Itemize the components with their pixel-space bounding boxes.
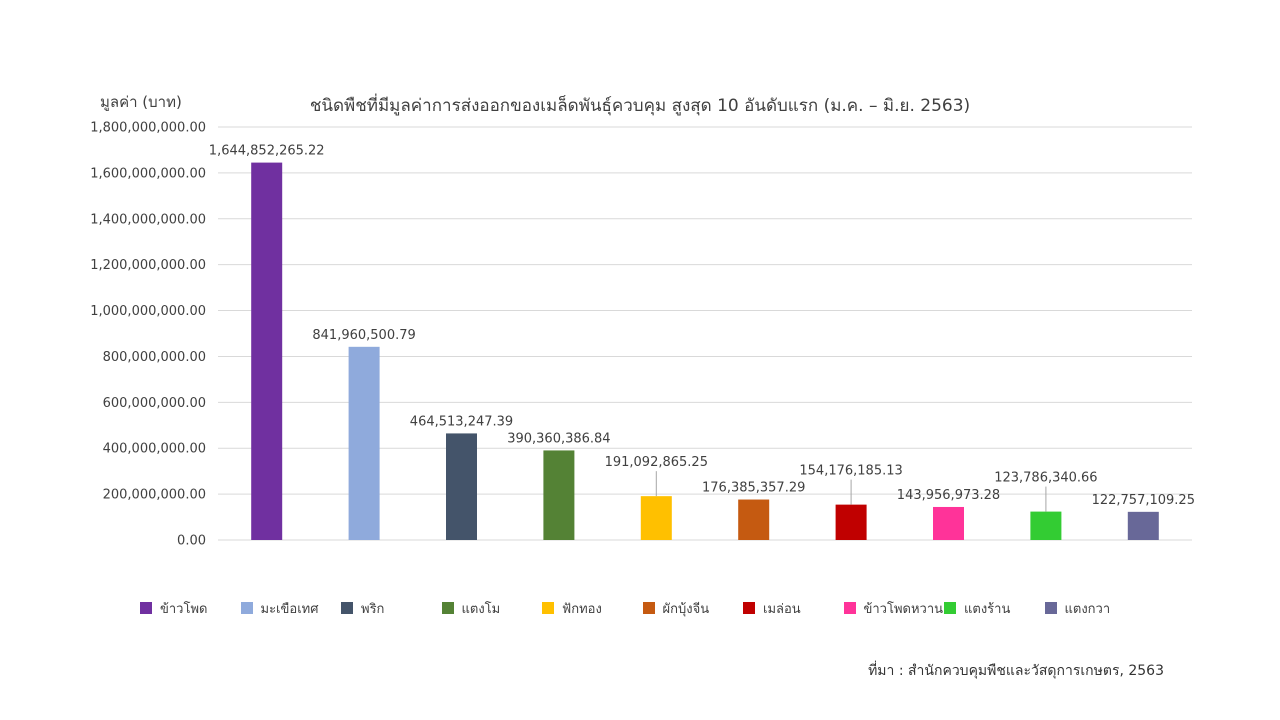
legend-swatch	[441, 602, 454, 614]
y-tick-label: 1,400,000,000.00	[90, 212, 206, 227]
bar	[348, 346, 380, 540]
bar	[640, 496, 672, 540]
legend-swatch	[140, 602, 152, 614]
y-tick-label: 800,000,000.00	[103, 350, 206, 365]
legend-label: พริก	[361, 601, 385, 617]
legend-label: แตงโม	[461, 601, 501, 617]
legend-label: แตงร้าน	[964, 601, 1011, 617]
data-labels: 1,644,852,265.22 841,960,500.79 464,513,24…	[209, 144, 1195, 512]
y-tick-label: 1,200,000,000.00	[90, 258, 206, 273]
bar	[543, 450, 575, 540]
bar	[933, 506, 964, 540]
bar	[251, 162, 283, 540]
legend-item: แตงโม	[441, 598, 501, 618]
chart-title: ชนิดพืชที่มีมูลค่าการส่งออกของเมล็ดพันธุ…	[309, 96, 971, 116]
legend-item: ข้าวโพดหวาน	[843, 598, 944, 618]
data-label: 154,176,185.13	[799, 464, 902, 479]
data-label: 176,385,357.29	[702, 481, 805, 496]
legend-label: ข้าวโพด	[160, 601, 208, 617]
legend-label: แตงกวา	[1064, 601, 1111, 617]
legend-item: แตงกวา	[1044, 598, 1111, 618]
legend: ข้าวโพด มะเขือเทศ พริก แตงโม ฟักทอง ผักบุ้งจี…	[120, 598, 1200, 620]
y-axis-ticks: 0.00 200,000,000.00 400,000,000.00 600,000,…	[90, 121, 206, 549]
legend-label: เมล่อน	[763, 601, 801, 617]
legend-swatch	[843, 602, 856, 614]
legend-swatch	[341, 602, 353, 614]
y-tick-label: 0.00	[177, 534, 206, 549]
legend-label: มะเขือเทศ	[260, 601, 319, 617]
data-label: 123,786,340.66	[994, 471, 1097, 486]
legend-swatch	[1044, 602, 1057, 614]
y-tick-label: 400,000,000.00	[103, 442, 206, 457]
data-label: 191,092,865.25	[605, 455, 708, 470]
data-label: 122,757,109.25	[1092, 493, 1195, 508]
legend-swatch	[944, 602, 956, 614]
legend-swatch	[240, 602, 253, 614]
bars	[251, 162, 1159, 540]
y-tick-label: 1,600,000,000.00	[90, 166, 206, 181]
y-tick-label: 600,000,000.00	[103, 396, 206, 411]
y-axis-label: มูลค่า (บาท)	[100, 93, 182, 111]
source-note: ที่มา : สำนักควบคุมพืชและวัสดุการเกษตร, …	[868, 663, 1164, 679]
legend-label: ผักบุ้งจีน	[662, 601, 710, 617]
legend-item: ผักบุ้งจีน	[642, 598, 710, 618]
legend-item: ฟักทอง	[542, 598, 602, 618]
legend-swatch	[743, 602, 755, 614]
legend-label: ฟักทอง	[562, 601, 602, 617]
legend-item: แตงร้าน	[944, 598, 1010, 618]
y-tick-label: 200,000,000.00	[103, 488, 206, 503]
data-label: 1,644,852,265.22	[209, 144, 325, 159]
data-label: 464,513,247.39	[410, 414, 513, 429]
bar	[446, 433, 477, 540]
data-label: 841,960,500.79	[312, 328, 415, 343]
y-tick-label: 1,800,000,000.00	[90, 121, 206, 136]
bar	[835, 504, 867, 540]
legend-item: เมล่อน	[743, 598, 801, 618]
legend-swatch	[542, 602, 554, 614]
data-label: 390,360,386.84	[507, 431, 610, 446]
bar	[1127, 511, 1159, 540]
legend-item: พริก	[341, 598, 384, 618]
bar	[738, 499, 770, 540]
data-label: 143,956,973.28	[897, 488, 1000, 503]
bar	[1030, 511, 1062, 540]
y-tick-label: 1,000,000,000.00	[90, 304, 206, 319]
legend-item: ข้าวโพด	[140, 598, 207, 618]
legend-swatch	[642, 602, 655, 614]
legend-item: มะเขือเทศ	[240, 598, 319, 618]
legend-label: ข้าวโพดหวาน	[863, 601, 944, 617]
gridlines	[218, 126, 1192, 541]
